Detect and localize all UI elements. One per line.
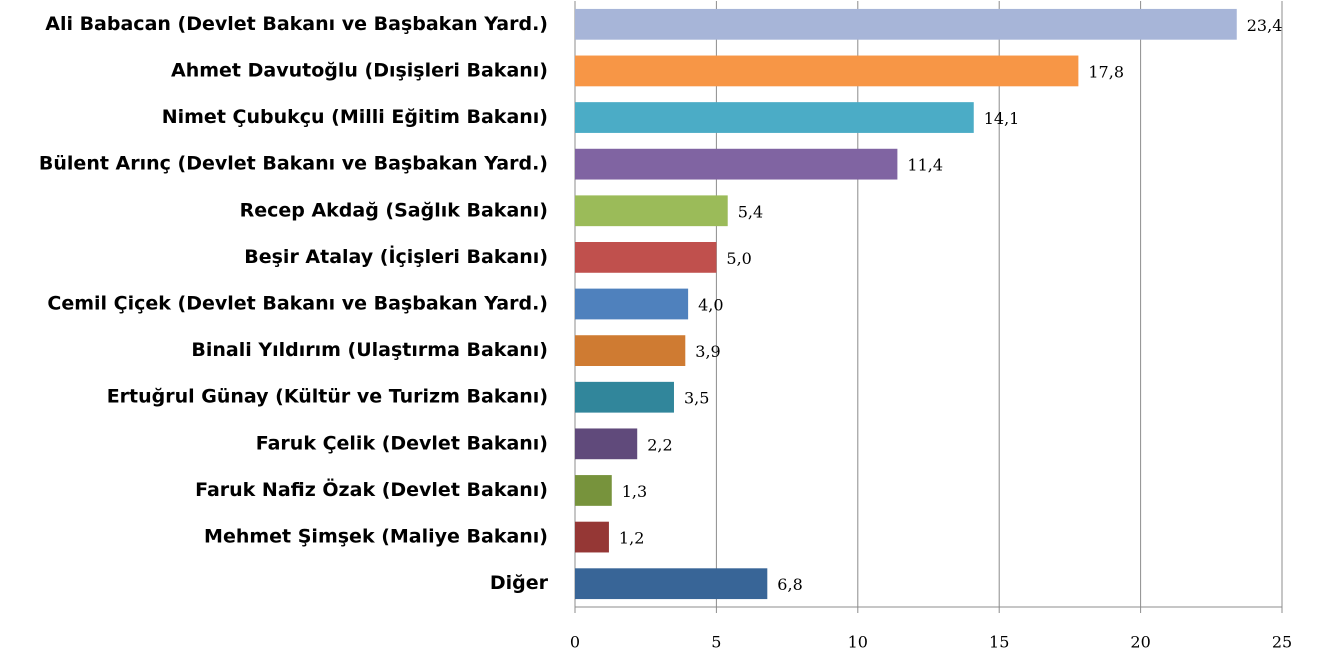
x-tick-label: 25 (1272, 633, 1292, 652)
bar (575, 55, 1079, 87)
value-label: 2,2 (647, 435, 672, 454)
x-tick-label: 15 (989, 633, 1009, 652)
x-tick-label: 10 (848, 633, 868, 652)
y-tick-label: Recep Akdağ (Sağlık Bakanı) (240, 199, 548, 221)
bar (575, 428, 638, 460)
value-label: 6,8 (777, 575, 802, 594)
bar (575, 335, 686, 366)
value-label: 14,1 (984, 109, 1020, 128)
value-label: 5,4 (738, 202, 763, 221)
value-label: 17,8 (1088, 62, 1124, 81)
value-label: 11,4 (907, 156, 943, 175)
y-tick-label: Faruk Çelik (Devlet Bakanı) (256, 432, 548, 454)
bar (575, 8, 1237, 40)
value-label: 4,0 (698, 296, 723, 315)
value-label: 3,9 (695, 342, 720, 361)
x-tick-label: 5 (711, 633, 721, 652)
y-tick-label: Bülent Arınç (Devlet Bakanı ve Başbakan … (39, 153, 548, 175)
bar (575, 521, 609, 553)
y-tick-label: Cemil Çiçek (Devlet Bakanı ve Başbakan Y… (47, 293, 548, 315)
value-label: 5,0 (726, 249, 751, 268)
y-tick-label: Ahmet Davutoğlu (Dışişleri Bakanı) (171, 59, 548, 81)
y-tick-label: Faruk Nafiz Özak (Devlet Bakanı) (195, 477, 548, 501)
bar (575, 195, 728, 227)
value-label: 1,2 (619, 529, 644, 548)
value-label: 3,5 (684, 389, 709, 408)
y-tick-label: Beşir Atalay (İçişleri Bakanı) (244, 244, 548, 268)
y-tick-label: Ertuğrul Günay (Kültür ve Turizm Bakanı) (107, 386, 548, 408)
value-label: 1,3 (622, 482, 647, 501)
bar (575, 102, 974, 133)
bar (575, 288, 689, 320)
bar (575, 381, 674, 413)
value-label: 23,4 (1247, 16, 1283, 35)
y-tick-label: Ali Babacan (Devlet Bakanı ve Başbakan Y… (45, 13, 548, 35)
bar (575, 242, 717, 273)
x-tick-label: 0 (570, 633, 580, 652)
x-tick-label: 20 (1130, 633, 1150, 652)
bar (575, 568, 768, 600)
y-tick-label: Mehmet Şimşek (Maliye Bakanı) (204, 526, 548, 548)
y-tick-label: Nimet Çubukçu (Milli Eğitim Bakanı) (162, 106, 548, 128)
y-tick-label: Binali Yıldırım (Ulaştırma Bakanı) (191, 339, 548, 361)
bar (575, 475, 612, 506)
bar (575, 148, 898, 180)
y-tick-label: Diğer (490, 572, 549, 594)
